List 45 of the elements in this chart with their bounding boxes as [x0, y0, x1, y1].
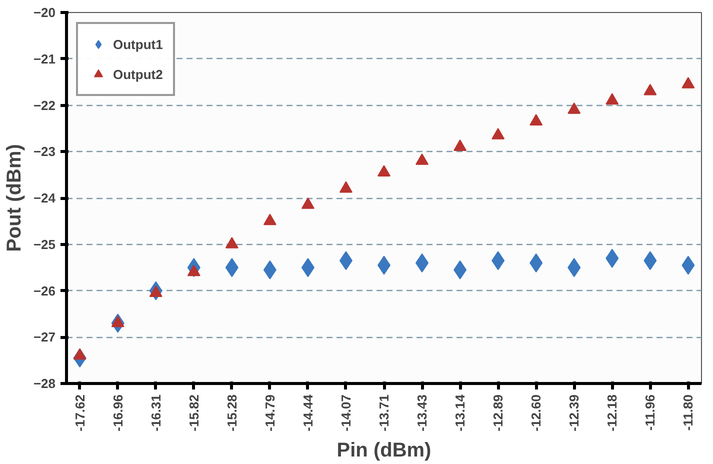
point	[301, 198, 314, 209]
point	[454, 140, 467, 151]
x-tick-label: -13.71	[376, 394, 392, 432]
y-tick-label: −20	[33, 5, 56, 20]
x-tick-label: -14.79	[262, 394, 278, 432]
point	[339, 181, 352, 193]
legend-label: Output1	[113, 36, 163, 52]
x-tick-label: -16.96	[110, 394, 126, 432]
point	[187, 264, 200, 276]
point	[149, 286, 162, 298]
x-tick-label: -13.14	[452, 394, 468, 432]
point	[530, 114, 543, 126]
y-tick-label: −22	[33, 98, 56, 113]
x-tick-label: -13.43	[414, 394, 430, 432]
x-axis-title: Pin (dBm)	[336, 439, 432, 462]
x-tick-label: -11.96	[642, 394, 658, 431]
x-tick-label: -12.60	[528, 394, 544, 432]
y-tick-label: −25	[33, 236, 56, 252]
x-tick-label: -16.31	[148, 394, 164, 432]
point	[644, 84, 657, 96]
y-tick-label: −27	[33, 330, 56, 345]
legend-label: Output2	[113, 66, 163, 82]
y-tick-label: −28	[33, 376, 56, 391]
x-tick-label: -11.80	[680, 394, 696, 431]
y-tick-label: −24	[33, 190, 56, 206]
x-tick-label: -12.18	[604, 394, 620, 432]
point	[606, 93, 619, 105]
y-tick-label: −23	[33, 144, 56, 160]
point	[225, 236, 238, 248]
x-tick-label: -15.82	[186, 394, 202, 432]
y-tick-label: −26	[33, 283, 56, 298]
x-tick-label: -14.44	[300, 394, 316, 432]
point	[378, 165, 390, 176]
point	[492, 128, 505, 140]
x-tick-label: -15.28	[224, 394, 240, 432]
point	[682, 76, 695, 88]
x-tick-label: -14.07	[338, 394, 354, 432]
x-tick-label: -12.89	[490, 394, 506, 432]
x-tick-label: -12.39	[566, 394, 582, 432]
x-tick-label: -17.62	[72, 394, 88, 432]
y-tick-label: −21	[33, 51, 56, 66]
point	[568, 102, 581, 114]
y-axis-title: Pout (dBm)	[3, 144, 26, 252]
point	[416, 153, 429, 165]
point	[263, 214, 276, 226]
